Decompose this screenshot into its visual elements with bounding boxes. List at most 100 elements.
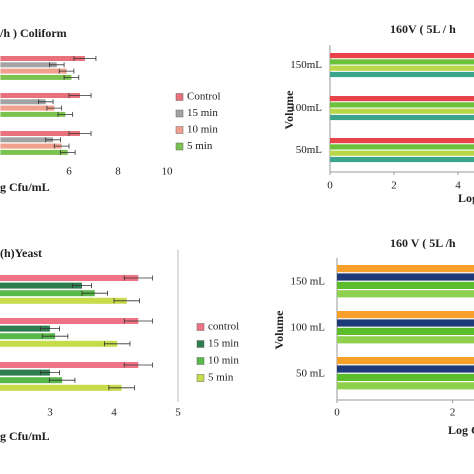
y-axis-label: Volume	[272, 310, 286, 350]
y-tick-label: 150 mL	[290, 275, 325, 287]
bar	[330, 156, 474, 163]
bar	[337, 265, 474, 273]
legend-label: 10 min	[187, 124, 218, 136]
legend-label: 5 min	[187, 140, 213, 152]
legend-swatch	[196, 323, 205, 331]
x-tick-label: 10	[162, 166, 174, 178]
legend-label: 10 min	[208, 355, 239, 367]
error-bar	[103, 341, 131, 347]
bar	[0, 62, 57, 68]
bar	[0, 93, 81, 98]
y-tick-label: 100 mL	[290, 321, 325, 333]
error-bar	[41, 333, 69, 339]
chart-title: /h ) Coliform	[0, 26, 67, 40]
bar	[0, 149, 68, 155]
chart-title: 160V ( 5L / h	[390, 22, 456, 36]
error-bar	[81, 290, 108, 296]
error-bar	[68, 93, 92, 98]
legend-swatch	[175, 126, 184, 134]
bar	[330, 59, 474, 65]
bar	[330, 96, 474, 102]
error-bar	[68, 131, 92, 136]
legend-label: 15 min	[208, 338, 239, 350]
x-tick-label: 4	[455, 180, 461, 192]
bar	[330, 102, 474, 108]
bar	[337, 290, 474, 298]
legend-swatch	[196, 357, 205, 365]
legend-swatch	[196, 374, 205, 382]
x-axis-label: Log	[458, 191, 474, 205]
y-tick-label: 50 mL	[296, 367, 325, 379]
bar	[0, 68, 67, 74]
bar	[0, 325, 50, 332]
bar	[330, 108, 474, 114]
y-tick-label: 50mL	[296, 144, 323, 156]
error-bar	[57, 111, 74, 117]
error-bar	[53, 143, 70, 149]
bar	[0, 333, 56, 340]
bar	[337, 365, 474, 373]
x-tick-label: 2	[391, 180, 397, 192]
error-bar	[63, 74, 80, 80]
x-tick-label: 8	[115, 166, 121, 178]
legend-label: control	[208, 321, 239, 333]
bar	[0, 56, 85, 61]
y-axis-label: Volume	[282, 90, 296, 130]
bar	[337, 281, 474, 289]
bar	[330, 65, 474, 71]
y-tick-label: 150mL	[290, 59, 322, 71]
error-bar	[39, 326, 60, 332]
bar	[0, 362, 139, 368]
x-tick-label: 0	[327, 180, 333, 192]
chart-title: 160 V ( 5L /h	[390, 236, 456, 250]
bar	[337, 327, 474, 335]
bar	[337, 357, 474, 365]
chart-title: (h)Yeast	[0, 246, 42, 260]
x-tick-label: 0	[334, 407, 340, 419]
legend-label: 15 min	[187, 107, 218, 119]
bar	[0, 74, 72, 80]
error-bar	[45, 137, 61, 143]
legend-swatch	[175, 109, 184, 118]
x-axis-label: g Cfu/mL	[0, 180, 50, 194]
error-bar	[123, 318, 153, 324]
bar	[337, 382, 474, 390]
error-bar	[39, 370, 60, 376]
bar	[0, 282, 82, 289]
bar	[337, 273, 474, 281]
error-bar	[123, 362, 153, 368]
bar	[0, 318, 139, 324]
bar	[330, 144, 474, 150]
y-tick-label: 100mL	[290, 102, 322, 114]
bar	[0, 377, 63, 384]
bar	[0, 275, 139, 281]
error-bar	[58, 68, 75, 74]
x-tick-label: 2	[450, 407, 456, 419]
bar	[330, 150, 474, 156]
bar	[0, 340, 118, 347]
error-bar	[60, 149, 76, 155]
error-bar	[71, 283, 92, 289]
bar	[0, 143, 62, 149]
x-tick-label: 4	[111, 407, 117, 419]
error-bar	[73, 56, 97, 61]
bar	[337, 319, 474, 327]
error-bar	[108, 385, 135, 391]
bar	[337, 373, 474, 381]
bar	[0, 131, 81, 136]
bar	[0, 290, 95, 297]
error-bar	[49, 62, 65, 68]
bar	[0, 105, 55, 111]
x-axis-label: g Cfu/mL	[0, 429, 50, 443]
legend-swatch	[175, 93, 184, 101]
error-bar	[37, 99, 54, 105]
x-tick-label: 3	[47, 407, 53, 419]
bar	[337, 311, 474, 319]
error-bar	[46, 105, 63, 111]
legend-swatch	[175, 142, 184, 151]
bar	[0, 111, 66, 117]
error-bar	[48, 377, 76, 383]
error-bar	[123, 275, 153, 281]
x-tick-label: 5	[175, 407, 181, 419]
